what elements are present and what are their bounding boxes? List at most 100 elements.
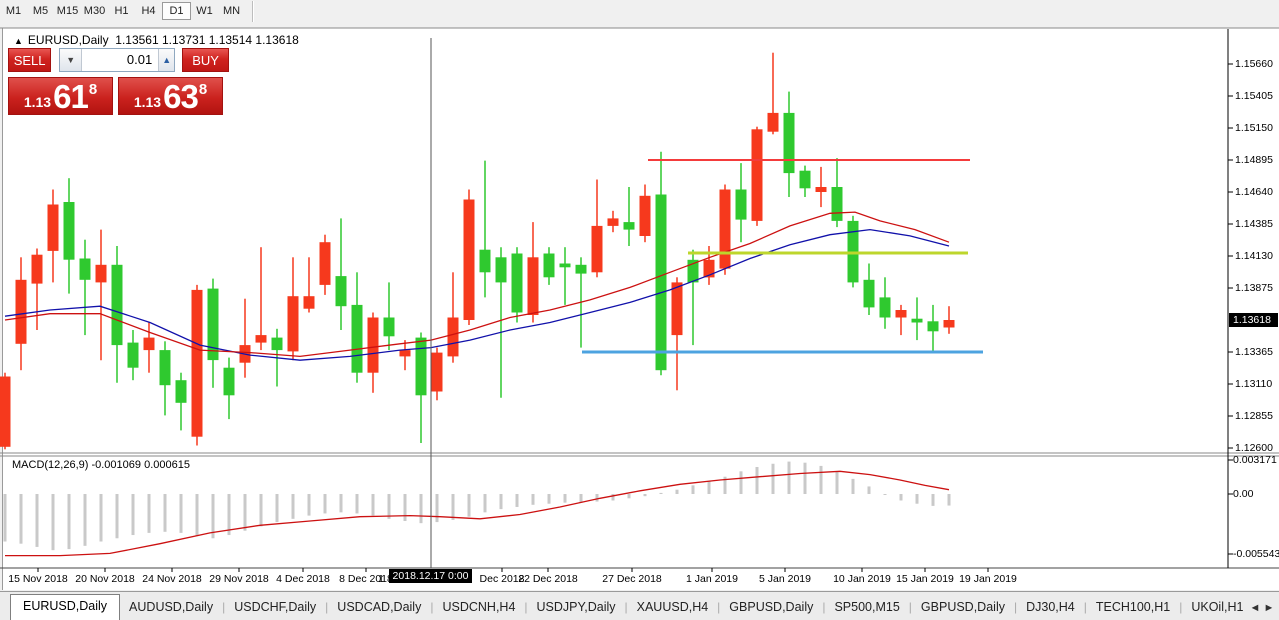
timeframe-button-m5[interactable]: M5 (32, 5, 49, 17)
timeframe-button-d1[interactable]: D1 (162, 2, 191, 20)
buy-price-prefix: 1.13 (133, 94, 162, 110)
date-lbl: 1 Jan 2019 (686, 573, 738, 585)
buy-button[interactable]: BUY (182, 48, 229, 72)
tab-separator: | (1083, 600, 1087, 614)
macd-lbl: 0.00 (1233, 488, 1254, 500)
timeframe-button-m15[interactable]: M15 (56, 5, 79, 17)
tab-usdjpy-daily[interactable]: USDJPY,Daily (536, 600, 616, 614)
tab-separator: | (1013, 600, 1018, 614)
tab-xauusd-h4[interactable]: XAUUSD,H4 (636, 600, 709, 614)
sell-button[interactable]: SELL (8, 48, 52, 72)
tab-scroll-left-icon[interactable]: ◄ (1249, 602, 1261, 614)
date-lbl: 1 (378, 573, 384, 585)
tab-separator: | (717, 600, 721, 614)
horizontal-line-objects (582, 159, 983, 354)
tab-scroll-right-icon[interactable]: ► (1263, 602, 1275, 614)
timeframe-button-h4[interactable]: H4 (141, 5, 156, 17)
price-lbl: 1.15150 (1235, 122, 1273, 134)
tab-usdcnh-h4[interactable]: USDCNH,H4 (442, 600, 516, 614)
tab-eurusd-daily[interactable]: EURUSD,Daily (10, 594, 121, 620)
tab-tech100-h1[interactable]: TECH100,H1 (1095, 600, 1171, 614)
sell-price-prefix: 1.13 (23, 94, 52, 110)
price-lbl: 1.13110 (1235, 378, 1273, 390)
tab-separator: | (624, 600, 628, 614)
date-lbl: 22 Dec 2018 (518, 573, 578, 585)
chart-ohlc: 1.13561 1.13731 1.13514 1.13618 (115, 33, 299, 47)
ma-blue-line (4, 228, 950, 361)
symbol-tabbar: EURUSD,Daily AUDUSD,Daily | USDCHF,Daily | US… (0, 591, 1279, 620)
macd-lbl: 0.003171 (1233, 454, 1277, 466)
chart-structure (0, 27, 1279, 569)
date-lbl: Dec 2018 (479, 573, 525, 585)
macd-histogram (3, 461, 951, 551)
price-lbl: 1.14895 (1235, 154, 1273, 166)
date-lbl: 15 Jan 2019 (896, 573, 954, 585)
tab-sp500-m15[interactable]: SP500,M15 (834, 600, 900, 614)
chart-header: ▲ EURUSD,Daily 1.13561 1.13731 1.13514 1.… (14, 33, 299, 47)
lot-size-input[interactable]: 0.01 (126, 52, 153, 67)
lot-increase-icon[interactable]: ▲ (158, 49, 175, 71)
price-lbl: 1.15660 (1235, 58, 1273, 70)
buy-price-button[interactable]: 1.13 63 8 (118, 77, 223, 115)
tab-usdcad-daily[interactable]: USDCAD,Daily (337, 600, 422, 614)
date-lbl: 15 Nov 2018 (8, 573, 68, 585)
tab-separator: | (430, 600, 434, 614)
one-click-trade-panel: SELL ▼ 0.01 ▲ BUY 1.13 61 8 1.13 63 8 (8, 48, 229, 115)
tab-audusd-daily[interactable]: AUDUSD,Daily (129, 600, 214, 614)
tab-dj30-h4[interactable]: DJ30,H4 (1026, 600, 1075, 614)
date-lbl: 24 Nov 2018 (142, 573, 202, 585)
buy-price-sup: 8 (198, 81, 208, 98)
date-lbl: 19 Jan 2019 (959, 573, 1017, 585)
timeframe-button-mn[interactable]: MN (222, 5, 241, 17)
toolbar-separator (252, 1, 254, 22)
date-lbl: 4 Dec 2018 (276, 573, 330, 585)
tab-gbpusd-daily[interactable]: GBPUSD,Daily (920, 600, 1005, 614)
tab-separator: | (325, 600, 329, 614)
current-price-tag: 1.13618 (1229, 313, 1278, 327)
price-lbl: 1.14130 (1235, 250, 1273, 262)
candlestick-series (0, 52, 955, 450)
price-lbl: 1.14385 (1235, 218, 1273, 230)
price-lbl: 1.13875 (1235, 282, 1273, 294)
date-lbl: 10 Jan 2019 (833, 573, 891, 585)
tab-usdchf-daily[interactable]: USDCHF,Daily (234, 600, 317, 614)
lot-size-control: ▼ 0.01 ▲ (59, 48, 176, 72)
symbol-arrow-icon: ▲ (14, 36, 23, 46)
timeframe-button-w1[interactable]: W1 (196, 5, 213, 17)
tab-separator: | (222, 600, 226, 614)
price-lbl: 1.13365 (1235, 346, 1273, 358)
price-lbl: 1.12600 (1235, 442, 1273, 454)
date-lbl: 29 Nov 2018 (209, 573, 269, 585)
sell-price-big: 61 (53, 78, 89, 115)
moving-averages (4, 211, 950, 361)
price-lbl: 1.15405 (1235, 90, 1273, 102)
timeframe-button-m1[interactable]: M1 (5, 5, 22, 17)
tab-gbpusd-daily[interactable]: GBPUSD,Daily (729, 600, 814, 614)
price-lbl: 1.12855 (1235, 410, 1273, 422)
crosshair-date-tag: 2018.12.17 0:00 (389, 569, 472, 583)
timeframe-button-m30[interactable]: M30 (83, 5, 106, 17)
date-lbl: 20 Nov 2018 (75, 573, 135, 585)
axis-ticks (37, 63, 1233, 572)
date-lbl: 27 Dec 2018 (602, 573, 662, 585)
buy-price-big: 63 (163, 78, 199, 115)
ma-red-line (4, 211, 950, 358)
macd-indicator-label: MACD(12,26,9) -0.001069 0.000615 (12, 459, 190, 471)
chart-title: EURUSD,Daily (27, 33, 109, 47)
timeframe-toolbar: M1 M5 M15 M30 H1 H4 D1 W1 MN (0, 0, 1279, 24)
date-lbl: 8 Dec 2018 (339, 573, 393, 585)
sell-price-sup: 8 (88, 81, 98, 98)
macd-signal (5, 470, 950, 557)
tab-separator: | (822, 600, 826, 614)
sell-price-button[interactable]: 1.13 61 8 (8, 77, 113, 115)
timeframe-button-h1[interactable]: H1 (114, 5, 129, 17)
tab-ukoil-h1[interactable]: UKOil,H1 (1191, 600, 1244, 614)
tab-separator: | (1179, 600, 1183, 614)
price-lbl: 1.14640 (1235, 186, 1273, 198)
tab-scroll-arrows: ◄ ► (1248, 602, 1276, 614)
lot-dropdown-icon[interactable]: ▼ (60, 49, 83, 71)
date-lbl: 5 Jan 2019 (759, 573, 811, 585)
tab-separator: | (524, 600, 528, 614)
